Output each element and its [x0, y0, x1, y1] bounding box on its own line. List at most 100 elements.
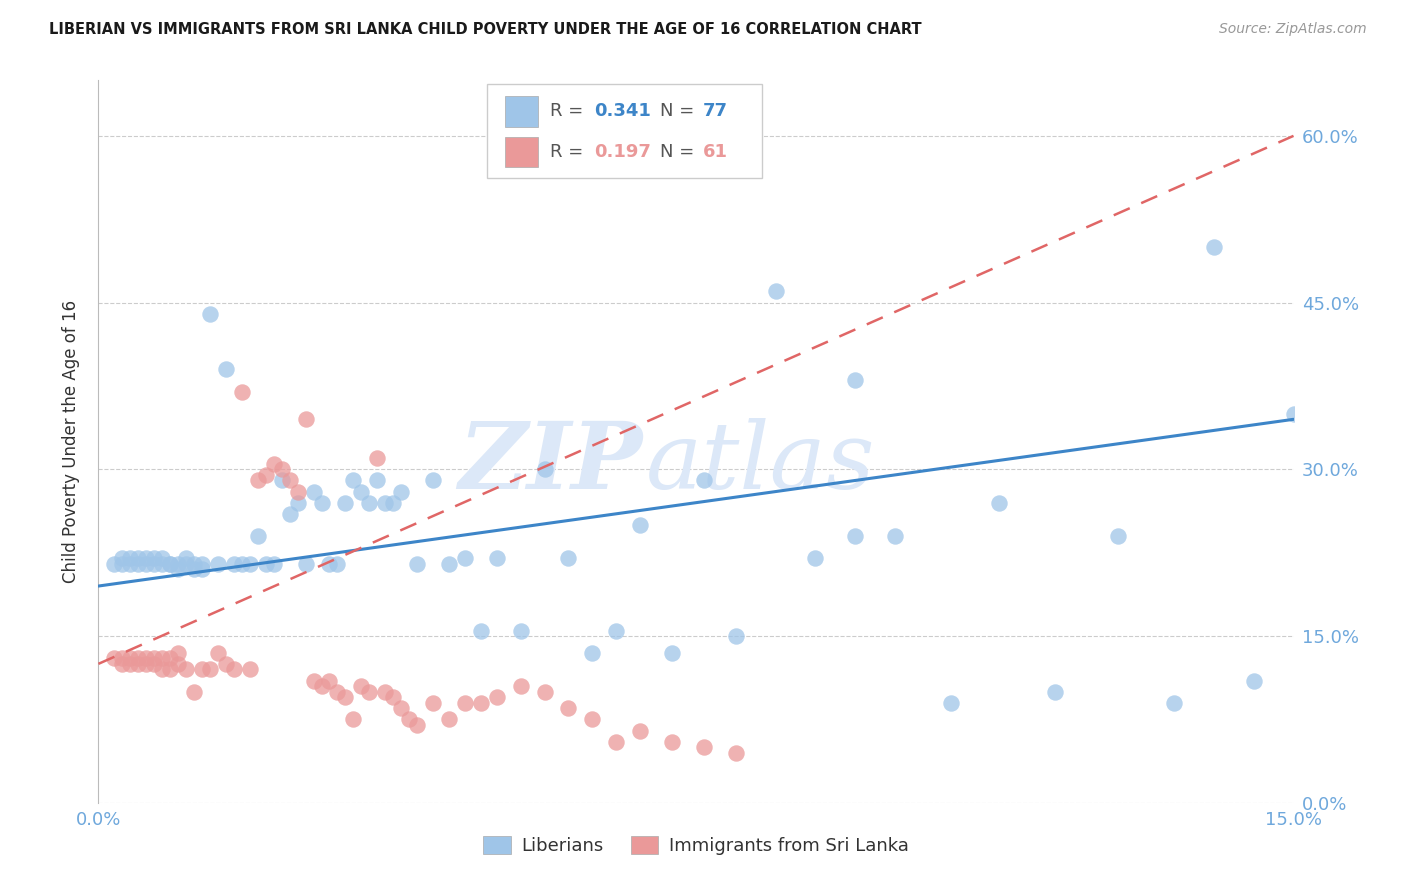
Point: [183, 684, 205, 698]
Point: [198, 662, 221, 676]
Point: [287, 496, 309, 510]
Point: [103, 557, 125, 571]
Point: [159, 662, 181, 676]
Point: [159, 557, 181, 571]
Point: [183, 557, 205, 571]
Point: [359, 496, 381, 510]
Point: [143, 651, 166, 665]
Point: [127, 551, 149, 566]
Point: [485, 551, 508, 566]
Point: [422, 696, 444, 710]
Point: [470, 696, 492, 710]
Point: [374, 496, 396, 510]
Point: [1282, 407, 1305, 421]
Point: [437, 557, 460, 571]
Text: N =: N =: [661, 103, 700, 120]
Point: [246, 529, 269, 543]
Point: [150, 662, 173, 676]
Text: 77: 77: [703, 103, 728, 120]
Text: LIBERIAN VS IMMIGRANTS FROM SRI LANKA CHILD POVERTY UNDER THE AGE OF 16 CORRELAT: LIBERIAN VS IMMIGRANTS FROM SRI LANKA CH…: [49, 22, 922, 37]
Point: [326, 684, 349, 698]
Point: [509, 624, 531, 638]
Text: Source: ZipAtlas.com: Source: ZipAtlas.com: [1219, 22, 1367, 37]
Text: R =: R =: [550, 103, 589, 120]
Point: [143, 657, 166, 671]
Point: [150, 557, 173, 571]
Point: [685, 106, 707, 120]
Point: [159, 651, 181, 665]
Point: [207, 557, 229, 571]
Point: [287, 484, 309, 499]
Point: [1043, 684, 1066, 698]
Point: [159, 557, 181, 571]
Point: [661, 734, 683, 748]
Legend: Liberians, Immigrants from Sri Lanka: Liberians, Immigrants from Sri Lanka: [484, 837, 908, 855]
Point: [111, 651, 134, 665]
Point: [557, 551, 579, 566]
Point: [374, 684, 396, 698]
Point: [389, 484, 412, 499]
Point: [174, 662, 197, 676]
Point: [150, 551, 173, 566]
Point: [198, 307, 221, 321]
Point: [605, 624, 627, 638]
Point: [135, 657, 157, 671]
Point: [884, 529, 907, 543]
Point: [1202, 240, 1225, 254]
Text: atlas: atlas: [645, 418, 876, 508]
Point: [581, 713, 603, 727]
Point: [724, 629, 747, 643]
Point: [335, 690, 357, 705]
Point: [605, 734, 627, 748]
Point: [270, 474, 292, 488]
Point: [406, 718, 429, 732]
Point: [127, 657, 149, 671]
Point: [581, 646, 603, 660]
Point: [167, 557, 190, 571]
Point: [174, 557, 197, 571]
Point: [120, 551, 142, 566]
Point: [987, 496, 1010, 510]
Text: R =: R =: [550, 143, 589, 161]
Point: [120, 651, 142, 665]
Point: [804, 551, 827, 566]
Point: [382, 690, 405, 705]
Point: [231, 557, 253, 571]
Point: [693, 474, 716, 488]
Point: [103, 651, 125, 665]
Point: [135, 651, 157, 665]
Point: [311, 679, 333, 693]
Point: [335, 496, 357, 510]
Point: [120, 557, 142, 571]
Point: [191, 562, 214, 576]
Point: [533, 462, 555, 476]
Point: [437, 713, 460, 727]
Point: [222, 662, 245, 676]
Point: [246, 474, 269, 488]
Point: [127, 557, 149, 571]
Point: [628, 517, 651, 532]
Point: [724, 746, 747, 760]
Point: [135, 551, 157, 566]
Point: [628, 723, 651, 738]
Point: [844, 373, 866, 387]
Point: [167, 657, 190, 671]
Point: [470, 624, 492, 638]
Point: [366, 474, 388, 488]
Point: [231, 384, 253, 399]
Point: [485, 690, 508, 705]
Point: [111, 657, 134, 671]
Point: [302, 673, 325, 688]
Point: [263, 557, 285, 571]
Point: [111, 551, 134, 566]
Point: [143, 551, 166, 566]
Point: [174, 551, 197, 566]
Point: [389, 701, 412, 715]
Point: [342, 713, 364, 727]
Point: [120, 657, 142, 671]
Point: [207, 646, 229, 660]
Y-axis label: Child Poverty Under the Age of 16: Child Poverty Under the Age of 16: [62, 300, 80, 583]
Point: [167, 646, 190, 660]
Point: [693, 740, 716, 755]
Point: [765, 285, 787, 299]
